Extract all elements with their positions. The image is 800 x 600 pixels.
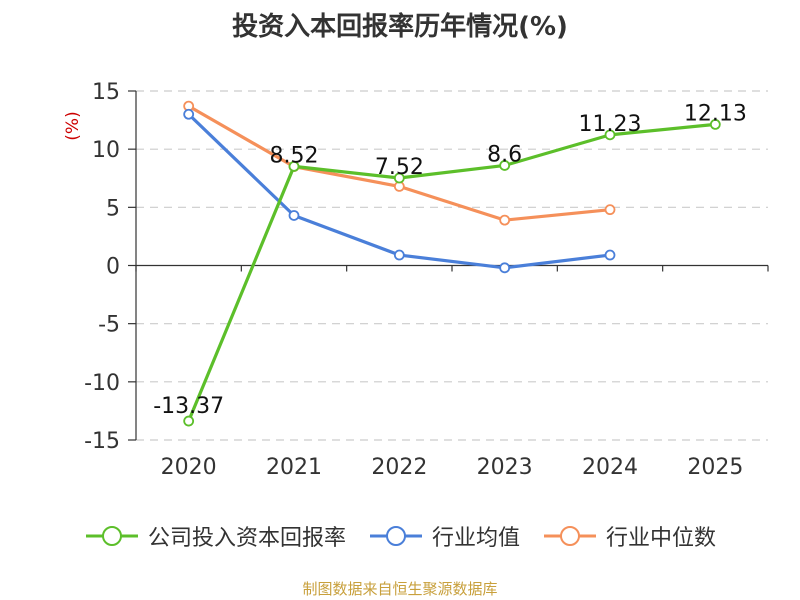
y-tick-label: -15	[84, 429, 120, 454]
y-tick-label: 10	[92, 138, 120, 163]
data-label: 7.52	[375, 155, 424, 180]
legend-label: 行业中位数	[606, 526, 717, 551]
data-point	[499, 262, 511, 274]
y-tick-label: 0	[106, 255, 120, 280]
data-point	[288, 160, 300, 172]
data-point	[604, 249, 616, 261]
legend-swatch	[544, 526, 596, 546]
data-label: -13.37	[153, 394, 224, 419]
y-tick-label: 15	[92, 80, 120, 105]
series-line	[187, 122, 716, 422]
data-point	[604, 204, 616, 216]
x-tick-label: 2021	[266, 455, 322, 480]
x-tick-label: 2025	[687, 455, 743, 480]
data-point	[183, 108, 195, 120]
legend: 公司投入资本回报率 行业均值 行业中位数	[0, 520, 800, 552]
legend-label: 公司投入资本回报率	[147, 526, 346, 551]
legend-item: 行业均值	[368, 520, 520, 552]
data-point	[288, 210, 300, 221]
data-label: 8.52	[270, 143, 319, 168]
data-point	[709, 118, 721, 130]
source-footer: 制图数据来自恒生聚源数据库	[302, 580, 498, 598]
data-label: 12.13	[684, 101, 747, 126]
x-tick-label: 2022	[371, 455, 427, 480]
data-label: 11.23	[579, 112, 642, 137]
data-point	[393, 249, 405, 261]
x-tick-label: 2020	[161, 455, 217, 480]
legend-swatch	[85, 526, 138, 546]
legend-item: 行业中位数	[542, 520, 716, 552]
legend-swatch	[369, 526, 422, 546]
chart-title: 投资入本回报率历年情况(%)	[232, 12, 568, 42]
data-point	[604, 129, 616, 141]
data-point	[499, 160, 511, 171]
data-label: 8.6	[487, 142, 522, 167]
legend-item: 公司投入资本回报率	[84, 520, 346, 552]
legend-label: 行业均值	[431, 526, 520, 551]
data-point	[183, 415, 195, 427]
data-point	[393, 172, 405, 184]
y-tick-label: 5	[106, 196, 120, 221]
x-tick-label: 2023	[477, 455, 533, 480]
data-point	[499, 214, 511, 226]
y-tick-label: -10	[84, 371, 120, 396]
y-axis-label: (%)	[63, 111, 83, 140]
y-tick-label: -5	[98, 313, 120, 338]
x-tick-label: 2024	[582, 455, 638, 480]
